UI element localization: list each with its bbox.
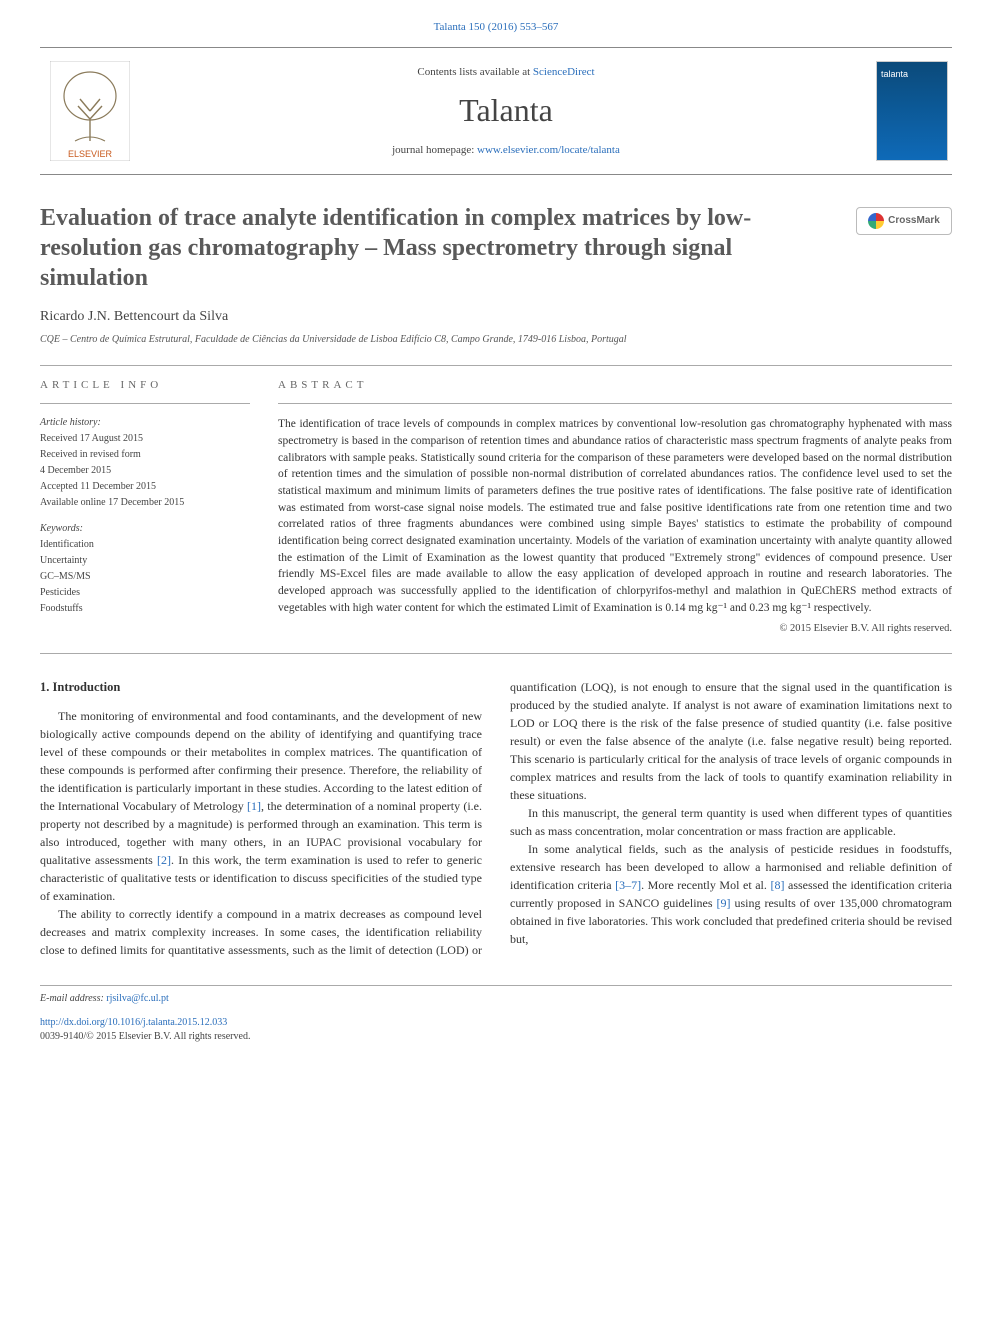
- article-title: Evaluation of trace analyte identificati…: [40, 203, 952, 293]
- homepage-prefix: journal homepage:: [392, 144, 477, 156]
- section-title: Introduction: [53, 680, 121, 694]
- cover-image: talanta: [876, 61, 948, 161]
- divider: [40, 403, 250, 404]
- divider: [40, 653, 952, 654]
- sciencedirect-link[interactable]: ScienceDirect: [533, 66, 595, 78]
- svg-text:ELSEVIER: ELSEVIER: [68, 149, 113, 159]
- divider: [40, 365, 952, 366]
- history-item: Accepted 11 December 2015: [40, 480, 250, 494]
- abstract-heading: abstract: [278, 378, 952, 393]
- history-item: 4 December 2015: [40, 464, 250, 478]
- keyword: Foodstuffs: [40, 602, 250, 616]
- corresponding-email: E-mail address: rjsilva@fc.ul.pt: [40, 992, 952, 1006]
- abstract-copyright: © 2015 Elsevier B.V. All rights reserved…: [278, 622, 952, 637]
- journal-reference: Talanta 150 (2016) 553–567: [40, 20, 952, 35]
- homepage-link[interactable]: www.elsevier.com/locate/talanta: [477, 144, 620, 156]
- page-footer: E-mail address: rjsilva@fc.ul.pt http://…: [40, 985, 952, 1044]
- journal-header: ELSEVIER Contents lists available at Sci…: [40, 47, 952, 175]
- article-body: 1. Introduction The monitoring of enviro…: [40, 678, 952, 959]
- author-affiliation: CQE – Centro de Química Estrutural, Facu…: [40, 333, 952, 347]
- elsevier-tree-icon: ELSEVIER: [50, 61, 130, 161]
- keyword: Pesticides: [40, 586, 250, 600]
- history-item: Received 17 August 2015: [40, 432, 250, 446]
- article-title-text: Evaluation of trace analyte identificati…: [40, 205, 751, 291]
- cover-label: talanta: [881, 68, 908, 81]
- crossmark-badge[interactable]: CrossMark: [856, 207, 952, 235]
- body-paragraph: In this manuscript, the general term qua…: [510, 804, 952, 840]
- issn-copyright: 0039-9140/© 2015 Elsevier B.V. All right…: [40, 1030, 952, 1044]
- author-name: Ricardo J.N. Bettencourt da Silva: [40, 307, 952, 327]
- crossmark-label: CrossMark: [888, 215, 940, 228]
- article-info-block: article info Article history: Received 1…: [40, 378, 250, 637]
- journal-title: Talanta: [140, 88, 872, 133]
- abstract-text: The identification of trace levels of co…: [278, 416, 952, 616]
- crossmark-icon: [868, 213, 884, 229]
- keywords-label: Keywords:: [40, 522, 250, 536]
- contents-available: Contents lists available at ScienceDirec…: [140, 65, 872, 80]
- publisher-logo: ELSEVIER: [40, 56, 140, 166]
- body-paragraph: The monitoring of environmental and food…: [40, 707, 482, 905]
- abstract-block: abstract The identification of trace lev…: [278, 378, 952, 637]
- keyword: GC–MS/MS: [40, 570, 250, 584]
- doi-link[interactable]: http://dx.doi.org/10.1016/j.talanta.2015…: [40, 1016, 952, 1030]
- email-link[interactable]: rjsilva@fc.ul.pt: [106, 993, 169, 1004]
- section-number: 1.: [40, 680, 49, 694]
- divider: [278, 403, 952, 404]
- keyword: Identification: [40, 538, 250, 552]
- body-paragraph: In some analytical fields, such as the a…: [510, 840, 952, 948]
- journal-cover-thumbnail: talanta: [872, 56, 952, 166]
- article-info-heading: article info: [40, 378, 250, 393]
- journal-homepage: journal homepage: www.elsevier.com/locat…: [140, 143, 872, 158]
- keyword: Uncertainty: [40, 554, 250, 568]
- contents-prefix: Contents lists available at: [417, 66, 532, 78]
- history-label: Article history:: [40, 416, 250, 430]
- section-heading: 1. Introduction: [40, 678, 482, 697]
- history-item: Received in revised form: [40, 448, 250, 462]
- history-item: Available online 17 December 2015: [40, 496, 250, 510]
- email-label: E-mail address:: [40, 993, 106, 1004]
